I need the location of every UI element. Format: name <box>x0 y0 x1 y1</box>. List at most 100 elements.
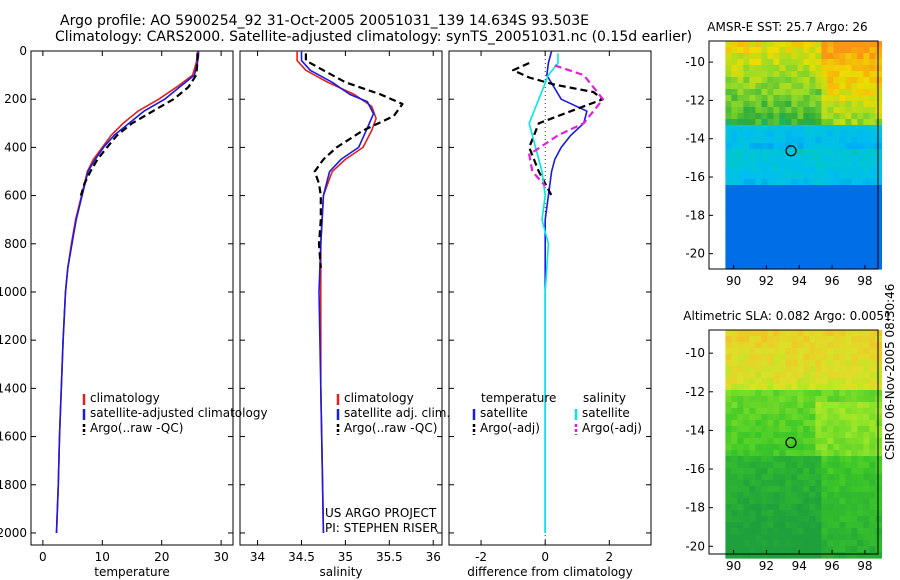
sla-heatmap-cell <box>809 426 816 433</box>
sst-heatmap-cell <box>779 113 786 120</box>
sla-heatmap-cell <box>827 420 834 427</box>
sst-heatmap-cell <box>827 149 834 156</box>
sla-heatmap-cell <box>743 474 750 481</box>
sst-heatmap-cell <box>767 179 774 186</box>
sla-heatmap-cell <box>839 354 846 361</box>
sst-heatmap-cell <box>869 239 876 246</box>
sla-heatmap-cell <box>749 372 756 379</box>
sla-heatmap-cell <box>827 504 834 511</box>
sst-heatmap-cell <box>773 263 780 270</box>
sla-heatmap-cell <box>773 540 780 547</box>
sla-heatmap-cell <box>851 504 858 511</box>
sla-heatmap-cell <box>725 504 732 511</box>
sla-heatmap-cell <box>779 468 786 475</box>
salinity-xtick-label: 35.5 <box>376 550 403 564</box>
sst-heatmap-cell <box>851 233 858 240</box>
sst-heatmap-cell <box>737 161 744 168</box>
sst-heatmap-cell <box>839 263 846 270</box>
sla-heatmap-cell <box>743 384 750 391</box>
sla-heatmap-cell <box>851 492 858 499</box>
sst-heatmap-cell <box>827 131 834 138</box>
sst-heatmap-cell <box>869 83 876 90</box>
sla-heatmap-cell <box>725 330 732 337</box>
sla-heatmap-cell <box>821 336 828 343</box>
sst-heatmap-cell <box>749 227 756 234</box>
sst-heatmap-cell <box>863 65 870 72</box>
sst-heatmap-cell <box>731 155 738 162</box>
sst-heatmap-cell <box>785 89 792 96</box>
sst-heatmap-cell <box>815 41 822 48</box>
sla-heatmap-cell <box>725 540 732 547</box>
sla-heatmap-cell <box>827 378 834 385</box>
sst-heatmap-cell <box>785 167 792 174</box>
sst-heatmap-cell <box>749 203 756 210</box>
sla-heatmap-cell <box>767 414 774 421</box>
sla-heatmap-cell <box>857 540 864 547</box>
sla-heatmap-cell <box>803 516 810 523</box>
sst-heatmap-cell <box>785 233 792 240</box>
sla-heatmap-cell <box>815 510 822 517</box>
sst-heatmap-cell <box>863 179 870 186</box>
sla-heatmap-cell <box>875 336 882 343</box>
sst-heatmap-cell <box>779 179 786 186</box>
sst-heatmap-cell <box>761 41 768 48</box>
sla-heatmap-cell <box>875 348 882 355</box>
sst-heatmap-cell <box>797 233 804 240</box>
sla-heatmap-cell <box>743 414 750 421</box>
sst-heatmap-cell <box>773 251 780 258</box>
sst-heatmap-cell <box>809 215 816 222</box>
salinity-xtick-label: 36 <box>426 550 441 564</box>
sla-heatmap-cell <box>821 372 828 379</box>
sst-heatmap-cell <box>827 89 834 96</box>
sst-heatmap-cell <box>845 65 852 72</box>
sla-heatmap-cell <box>755 510 762 517</box>
sst-heatmap-cell <box>779 167 786 174</box>
sla-heatmap-cell <box>821 354 828 361</box>
sla-heatmap-cell <box>875 540 882 547</box>
sla-heatmap-cell <box>821 420 828 427</box>
sla-heatmap-cell <box>797 396 804 403</box>
sla-heatmap-cell <box>773 348 780 355</box>
temperature-series-line <box>55 51 199 534</box>
sst-heatmap-cell <box>839 227 846 234</box>
sla-heatmap-cell <box>839 330 846 337</box>
sla-heatmap-cell <box>815 420 822 427</box>
sla-heatmap-cell <box>791 528 798 535</box>
sla-heatmap-cell <box>761 534 768 541</box>
sla-heatmap-cell <box>845 420 852 427</box>
sla-heatmap-cell <box>761 336 768 343</box>
temperature-ytick-label: 1800 <box>0 478 27 492</box>
sla-heatmap-cell <box>833 378 840 385</box>
sla-heatmap-cell <box>725 522 732 529</box>
sla-heatmap-cell <box>803 354 810 361</box>
sla-heatmap-cell <box>875 330 882 337</box>
sst-heatmap-cell <box>725 155 732 162</box>
sst-heatmap-cell <box>875 71 882 78</box>
sla-heatmap-cell <box>857 498 864 505</box>
sla-heatmap-cell <box>809 414 816 421</box>
sla-heatmap-cell <box>803 486 810 493</box>
sla-heatmap-cell <box>755 486 762 493</box>
sst-heatmap-cell <box>761 101 768 108</box>
sla-heatmap-cell <box>821 402 828 409</box>
sst-heatmap-cell <box>851 179 858 186</box>
sla-heatmap-cell <box>767 510 774 517</box>
sla-heatmap-cell <box>851 462 858 469</box>
sst-heatmap-cell <box>839 179 846 186</box>
sla-heatmap-cell <box>869 456 876 463</box>
sla-heatmap-cell <box>839 432 846 439</box>
sst-heatmap-cell <box>821 185 828 192</box>
sst-heatmap-cell <box>827 215 834 222</box>
sla-heatmap-cell <box>833 444 840 451</box>
sla-heatmap-cell <box>833 456 840 463</box>
sla-heatmap-cell <box>797 408 804 415</box>
sla-heatmap-cell <box>791 432 798 439</box>
sst-xtick-label: 94 <box>792 274 807 288</box>
sst-heatmap-cell <box>731 53 738 60</box>
sla-heatmap-cell <box>869 396 876 403</box>
sla-heatmap-cell <box>875 474 882 481</box>
sst-heatmap-cell <box>839 233 846 240</box>
sla-heatmap-cell <box>815 360 822 367</box>
sla-heatmap-cell <box>731 516 738 523</box>
sst-heatmap-cell <box>791 71 798 78</box>
